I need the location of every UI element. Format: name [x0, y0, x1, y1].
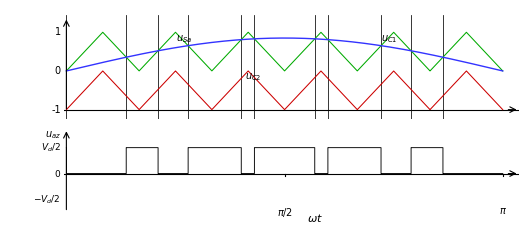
Text: $u_{Sa}$: $u_{Sa}$	[176, 34, 192, 45]
Text: $u_{C1}$: $u_{C1}$	[381, 33, 397, 44]
Text: -1: -1	[51, 105, 61, 115]
Text: $\pi$: $\pi$	[499, 206, 507, 216]
Text: $u_{C2}$: $u_{C2}$	[245, 71, 262, 83]
Text: $-V_d/2$: $-V_d/2$	[33, 193, 61, 206]
Text: $0$: $0$	[54, 168, 61, 179]
Text: $\omega t$: $\omega t$	[307, 212, 323, 225]
Text: $\pi/2$: $\pi/2$	[277, 206, 293, 219]
Text: $V_d/2$: $V_d/2$	[41, 141, 61, 154]
Text: $u_{az}$: $u_{az}$	[45, 129, 61, 141]
Text: 0: 0	[55, 66, 61, 76]
Text: 1: 1	[55, 27, 61, 37]
